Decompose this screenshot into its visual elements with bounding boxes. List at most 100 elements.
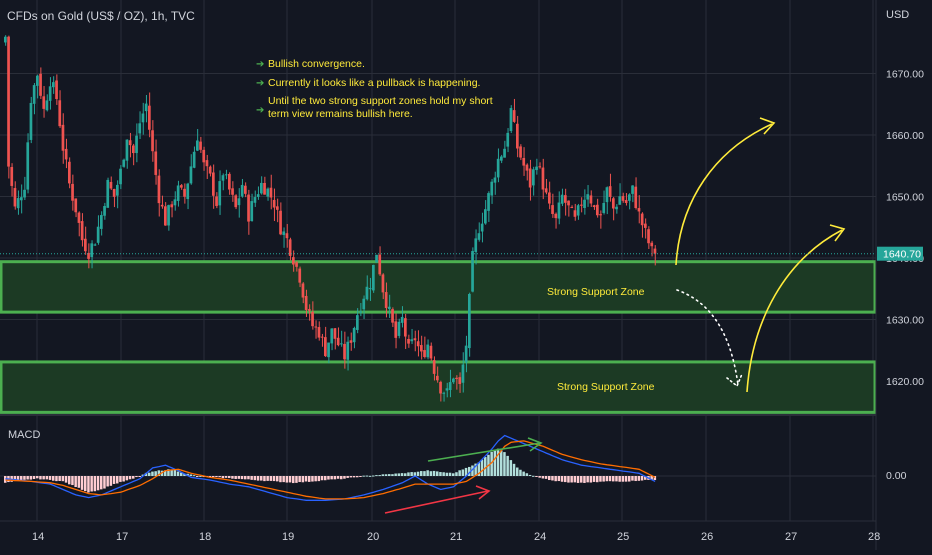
macd-histogram-bar[interactable]	[308, 476, 311, 482]
candle-body[interactable]	[240, 184, 244, 197]
candle-body[interactable]	[602, 202, 606, 213]
candle-body[interactable]	[157, 175, 161, 204]
candle-body[interactable]	[314, 326, 318, 328]
macd-histogram-bar[interactable]	[151, 471, 154, 476]
macd-histogram-bar[interactable]	[602, 476, 605, 482]
candle-body[interactable]	[301, 283, 305, 298]
macd-histogram-bar[interactable]	[394, 473, 397, 476]
candle-body[interactable]	[144, 103, 148, 112]
candle-body[interactable]	[327, 342, 330, 358]
macd-histogram-bar[interactable]	[240, 476, 244, 480]
candle-body[interactable]	[173, 199, 177, 206]
macd-histogram-bar[interactable]	[90, 476, 93, 492]
macd-signal-line[interactable]	[5, 440, 656, 500]
candle-body[interactable]	[10, 167, 14, 186]
candle-body[interactable]	[282, 231, 286, 235]
candle-body[interactable]	[42, 96, 46, 109]
macd-histogram-bar[interactable]	[138, 476, 141, 477]
macd-histogram-bar[interactable]	[586, 476, 589, 483]
macd-histogram-bar[interactable]	[442, 472, 445, 476]
macd-histogram-bar[interactable]	[596, 476, 599, 483]
macd-histogram-bar[interactable]	[567, 476, 570, 483]
macd-histogram-bar[interactable]	[631, 476, 634, 481]
macd-histogram-bar[interactable]	[477, 462, 481, 476]
candle-body[interactable]	[100, 215, 103, 229]
candle-body[interactable]	[276, 206, 279, 210]
candle-body[interactable]	[122, 159, 126, 167]
macd-histogram-bar[interactable]	[343, 476, 346, 479]
macd-histogram-bar[interactable]	[74, 476, 77, 488]
candle-body[interactable]	[362, 298, 366, 310]
macd-histogram-bar[interactable]	[496, 448, 500, 476]
candle-body[interactable]	[298, 268, 302, 283]
macd-histogram-bar[interactable]	[234, 476, 237, 479]
macd-histogram-bar[interactable]	[183, 473, 186, 476]
macd-histogram-bar[interactable]	[256, 476, 260, 481]
candle-body[interactable]	[109, 181, 113, 189]
macd-histogram-bar[interactable]	[324, 476, 327, 481]
candle-body[interactable]	[141, 113, 145, 123]
macd-histogram-bar[interactable]	[407, 472, 410, 476]
macd-histogram-bar[interactable]	[288, 476, 292, 483]
candle-body[interactable]	[445, 388, 449, 391]
macd-histogram-bar[interactable]	[528, 474, 532, 476]
macd-histogram-bar[interactable]	[413, 472, 417, 476]
candle-body[interactable]	[557, 202, 561, 219]
macd-histogram-bar[interactable]	[96, 476, 100, 491]
time-axis[interactable]: 14 17 18 19 20 21 24 25 26 27 28	[32, 531, 880, 543]
candle-body[interactable]	[592, 205, 596, 208]
macd-histogram-bar[interactable]	[298, 476, 301, 483]
candle-body[interactable]	[253, 197, 257, 203]
candle-body[interactable]	[231, 188, 234, 195]
candle-body[interactable]	[493, 177, 497, 183]
macd-histogram-bar[interactable]	[36, 476, 39, 479]
macd-histogram-bar[interactable]	[228, 476, 231, 479]
candle-body[interactable]	[64, 148, 68, 160]
macd-histogram-bar[interactable]	[173, 470, 177, 476]
macd-histogram-bar[interactable]	[327, 476, 330, 480]
macd-histogram-bar[interactable]	[100, 476, 103, 490]
candle-body[interactable]	[148, 105, 151, 130]
candle-body[interactable]	[480, 223, 484, 232]
macd-histogram-bar[interactable]	[439, 472, 442, 476]
candle-body[interactable]	[474, 238, 478, 253]
candle-body[interactable]	[420, 345, 423, 352]
macd-histogram-bar[interactable]	[218, 476, 221, 478]
candle-body[interactable]	[349, 340, 353, 343]
candle-body[interactable]	[308, 309, 311, 311]
candle-body[interactable]	[16, 198, 20, 209]
candle-body[interactable]	[605, 187, 609, 203]
candle-body[interactable]	[525, 164, 529, 171]
candle-body[interactable]	[653, 248, 657, 254]
candle-body[interactable]	[532, 169, 535, 186]
candle-body[interactable]	[391, 309, 394, 323]
candle-body[interactable]	[250, 201, 254, 222]
candle-body[interactable]	[61, 124, 65, 151]
macd-histogram-bar[interactable]	[215, 476, 218, 478]
candle-body[interactable]	[615, 206, 618, 210]
candle-body[interactable]	[234, 195, 238, 208]
candle-body[interactable]	[356, 315, 359, 330]
macd-histogram-bar[interactable]	[637, 476, 641, 481]
macd-histogram-bar[interactable]	[330, 476, 333, 480]
candle-body[interactable]	[640, 213, 644, 226]
candle-body[interactable]	[413, 338, 417, 341]
candle-body[interactable]	[484, 209, 487, 224]
macd-histogram-bar[interactable]	[212, 476, 215, 477]
macd-histogram-bar[interactable]	[551, 476, 554, 481]
candle-body[interactable]	[535, 166, 538, 171]
candle-body[interactable]	[381, 274, 385, 293]
candle-body[interactable]	[455, 377, 458, 379]
candle-body[interactable]	[528, 168, 532, 188]
macd-histogram-bar[interactable]	[570, 476, 573, 483]
macd-histogram-bar[interactable]	[84, 476, 87, 492]
candle-body[interactable]	[432, 360, 436, 374]
macd-histogram-bar[interactable]	[359, 476, 362, 477]
candle-body[interactable]	[554, 213, 558, 219]
macd-histogram-bar[interactable]	[311, 476, 314, 482]
macd-histogram-bar[interactable]	[384, 474, 388, 476]
candle-body[interactable]	[13, 188, 17, 207]
macd-histogram-bar[interactable]	[404, 473, 407, 476]
macd-histogram-bar[interactable]	[61, 476, 65, 482]
macd-histogram-bar[interactable]	[397, 473, 401, 476]
